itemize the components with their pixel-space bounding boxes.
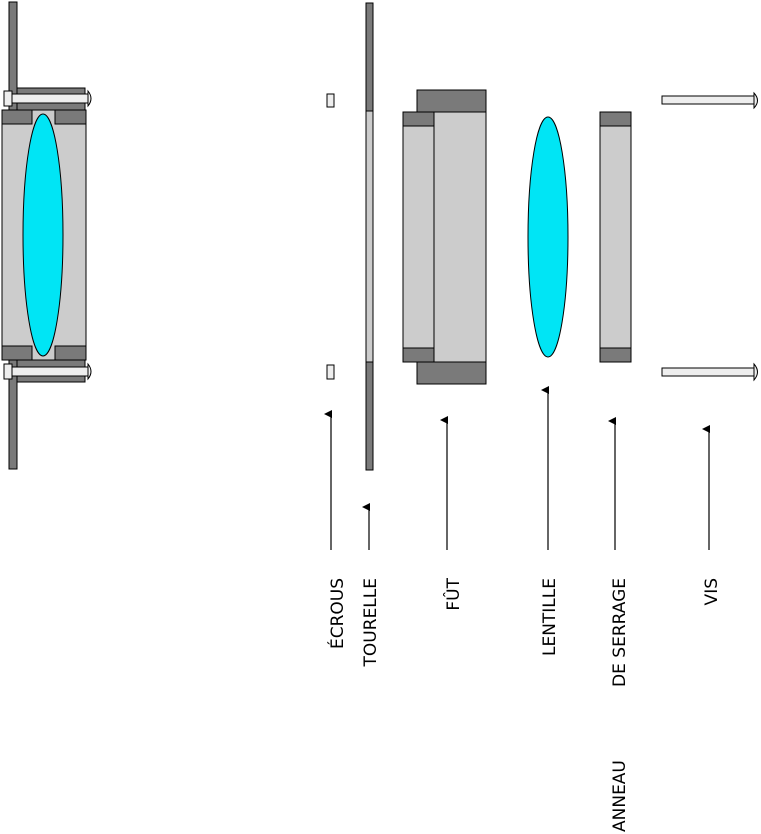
screw-top xyxy=(661,91,758,110)
assembled-barrel-cap-top-left xyxy=(1,109,33,125)
label-anneau-line2: DE SERRAGE xyxy=(610,578,630,687)
screw-bottom xyxy=(661,362,758,382)
label-anneau-line1: ANNEAU xyxy=(610,760,630,832)
assembled-view xyxy=(1,1,92,470)
label-vis: VIS xyxy=(702,578,722,605)
label-tourelle: TOURELLE xyxy=(361,578,381,667)
lens xyxy=(527,116,569,358)
label-fut: FÛT xyxy=(442,577,464,610)
assembled-barrel-cap-bottom-right xyxy=(54,345,87,361)
assembled-barrel-cap-top-right xyxy=(54,109,87,125)
nut-top xyxy=(326,93,335,108)
assembled-barrel-cap-bottom-left xyxy=(1,345,33,361)
clamping-ring xyxy=(599,111,632,363)
assembled-screw-bottom xyxy=(3,362,92,381)
barrel xyxy=(402,89,487,385)
label-ecrous: ÉCROUS xyxy=(326,578,348,649)
assembled-lens xyxy=(22,113,64,357)
nut-bottom xyxy=(326,364,335,380)
label-lentille: LENTILLE xyxy=(540,578,560,656)
assembled-screw-top xyxy=(3,89,92,108)
turret-plate xyxy=(365,2,374,471)
